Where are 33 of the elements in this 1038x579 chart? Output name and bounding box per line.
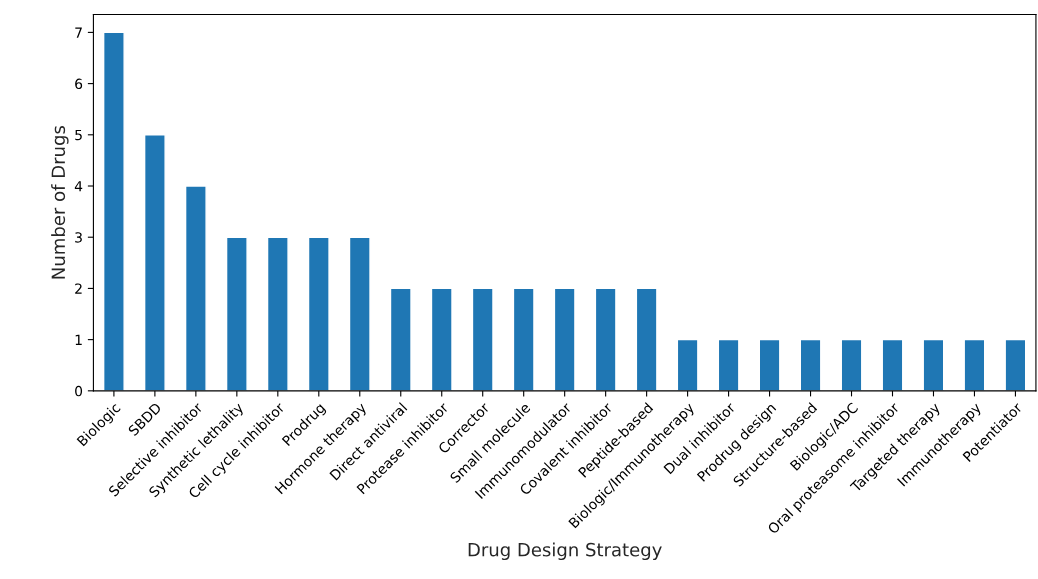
y-tick-label: 4: [74, 181, 83, 192]
bar: [717, 338, 740, 391]
y-tick-label: 7: [75, 27, 82, 38]
y-tick-label: 0: [75, 385, 83, 397]
bar: [389, 287, 412, 391]
bar: [471, 287, 494, 391]
bar: [348, 236, 371, 391]
y-tick-label: 2: [75, 283, 82, 294]
y-tick-label: 3: [75, 232, 82, 243]
bar: [676, 338, 699, 391]
bar: [881, 338, 904, 391]
bar: [553, 287, 576, 391]
bar: [143, 134, 166, 391]
bar: [102, 31, 125, 391]
bar: [1004, 338, 1027, 391]
y-tick-label: 5: [75, 129, 82, 141]
y-axis-title: Number of Drugs: [51, 126, 69, 279]
bar: [512, 287, 535, 391]
bar: [594, 287, 617, 391]
bar: [266, 236, 289, 391]
bar: [635, 287, 658, 391]
bar: [799, 338, 822, 391]
x-axis-title: Drug Design Strategy: [468, 542, 662, 560]
y-tick-label: 6: [75, 78, 83, 90]
bar: [922, 338, 945, 391]
bar: [184, 185, 207, 391]
bar: [307, 236, 330, 391]
y-tick-label: 1: [75, 334, 82, 345]
bar: [963, 338, 986, 391]
bar: [840, 338, 863, 391]
bar: [225, 236, 248, 391]
bar: [758, 338, 781, 391]
bar: [430, 287, 453, 391]
